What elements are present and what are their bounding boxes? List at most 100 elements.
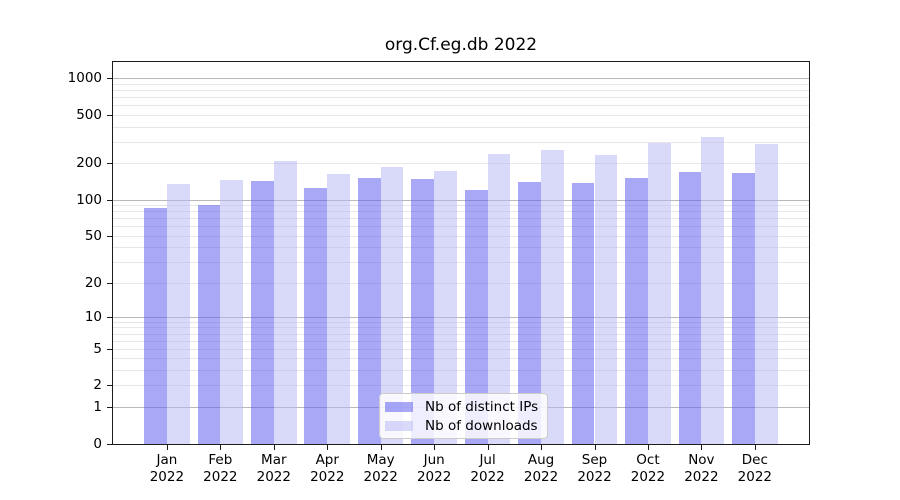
y-axis-tick: [107, 406, 112, 408]
y-axis-tick-label: 10: [84, 308, 102, 325]
bar-distinct-ips-aug: [518, 182, 542, 444]
bar-distinct-ips-nov: [678, 171, 702, 444]
y-axis-tick: [107, 348, 112, 350]
y-axis-tick-label: 2: [93, 377, 102, 394]
x-axis-tick-label: Apr 2022: [310, 452, 345, 485]
bar-downloads-jul: [487, 153, 511, 444]
y-axis-tick-label: 20: [84, 274, 102, 291]
bar-distinct-ips-dec: [732, 172, 755, 444]
legend-label-downloads: Nb of downloads: [425, 417, 538, 434]
legend-label-distinct-ips: Nb of distinct IPs: [425, 398, 539, 415]
x-axis-tick-label: Sep 2022: [577, 452, 612, 485]
gridline-minor: [113, 115, 809, 117]
x-axis-tick: [594, 445, 596, 450]
bar-distinct-ips-oct: [625, 178, 648, 444]
y-axis-tick-label: 50: [84, 227, 102, 244]
y-axis-tick-label: 200: [76, 155, 102, 172]
x-axis-tick: [220, 445, 222, 450]
bar-distinct-ips-may: [357, 178, 381, 444]
gridline-minor: [113, 327, 809, 329]
x-axis-tick: [487, 445, 489, 450]
gridline-minor: [113, 226, 809, 228]
x-axis-tick-label: Oct 2022: [630, 452, 666, 485]
gridline-minor: [113, 218, 809, 220]
y-axis-tick-label: 0: [93, 435, 102, 452]
gridline-minor: [113, 211, 809, 213]
bar-downloads-jan: [166, 183, 190, 444]
bar-downloads-feb: [220, 180, 244, 444]
bar-distinct-ips-mar: [251, 181, 274, 444]
x-axis-tick: [754, 445, 756, 450]
legend-item-downloads: Nb of downloads: [385, 418, 541, 434]
bar-downloads-sep: [594, 155, 618, 444]
gridline-minor: [113, 235, 809, 237]
x-axis-tick: [434, 445, 436, 450]
bar-downloads-mar: [273, 161, 297, 444]
x-axis-tick: [380, 445, 382, 450]
bar-distinct-ips-jun: [411, 179, 435, 444]
x-axis-tick-label: Jun 2022: [416, 452, 452, 485]
gridline-major: [113, 316, 809, 318]
bar-distinct-ips-jul: [464, 189, 488, 444]
gridline-minor: [113, 340, 809, 342]
chart-title: org.Cf.eg.db 2022: [384, 35, 538, 55]
bar-downloads-may: [380, 166, 404, 444]
gridline-minor: [113, 385, 809, 387]
y-axis-tick-label: 5: [93, 340, 102, 357]
gridline-minor: [113, 247, 809, 249]
gridline-minor: [113, 105, 809, 107]
gridline-minor: [113, 126, 809, 128]
x-axis-tick-label: Dec 2022: [737, 452, 773, 485]
gridline-major: [113, 78, 809, 80]
plot-area: Nb of distinct IPs Nb of downloads: [112, 61, 810, 445]
gridline-minor: [113, 84, 809, 86]
x-axis-tick-label: Jul 2022: [470, 452, 505, 485]
y-axis-tick-label: 500: [76, 107, 102, 124]
y-axis-tick: [107, 78, 112, 80]
bar-downloads-oct: [647, 142, 671, 444]
gridline-minor: [113, 333, 809, 335]
y-axis-tick: [107, 443, 112, 445]
gridline-minor: [113, 282, 809, 284]
bar-distinct-ips-feb: [197, 205, 221, 444]
y-axis-tick: [107, 199, 112, 201]
gridline-minor: [113, 370, 809, 372]
legend-swatch-distinct-ips: [385, 401, 413, 412]
x-axis-tick-label: May 2022: [363, 452, 398, 485]
x-axis-tick-label: Nov 2022: [684, 452, 719, 485]
y-axis-tick-label: 100: [76, 191, 102, 208]
x-axis-tick: [273, 445, 275, 450]
bar-downloads-dec: [754, 144, 778, 444]
y-axis-tick: [107, 385, 112, 387]
x-axis-tick-label: Jan 2022: [149, 452, 185, 485]
y-axis-tick: [107, 282, 112, 284]
bar-downloads-apr: [327, 174, 351, 444]
y-axis-tick: [107, 235, 112, 237]
x-axis-tick: [166, 445, 168, 450]
bar-distinct-ips-apr: [304, 188, 328, 444]
legend: Nb of distinct IPs Nb of downloads: [379, 393, 548, 439]
x-axis-tick: [701, 445, 703, 450]
x-axis-tick: [541, 445, 543, 450]
bar-downloads-aug: [541, 150, 564, 444]
y-axis-tick: [107, 316, 112, 318]
gridline-minor: [113, 97, 809, 99]
y-axis-tick: [107, 115, 112, 117]
y-axis-tick: [107, 163, 112, 165]
x-axis-tick-label: Aug 2022: [523, 452, 559, 485]
bar-downloads-nov: [701, 137, 725, 444]
legend-item-distinct-ips: Nb of distinct IPs: [385, 399, 541, 415]
x-axis-tick-label: Mar 2022: [256, 452, 291, 485]
gridline-minor: [113, 262, 809, 264]
gridline-minor: [113, 358, 809, 360]
gridline-major: [113, 199, 809, 201]
gridline-minor: [113, 321, 809, 323]
legend-swatch-downloads: [385, 420, 413, 431]
gridline-minor: [113, 141, 809, 143]
x-axis-tick: [647, 445, 649, 450]
gridline-minor: [113, 90, 809, 92]
bar-distinct-ips-jan: [144, 208, 167, 444]
bar-downloads-jun: [434, 171, 457, 444]
x-axis-tick-label: Feb 2022: [203, 452, 238, 485]
